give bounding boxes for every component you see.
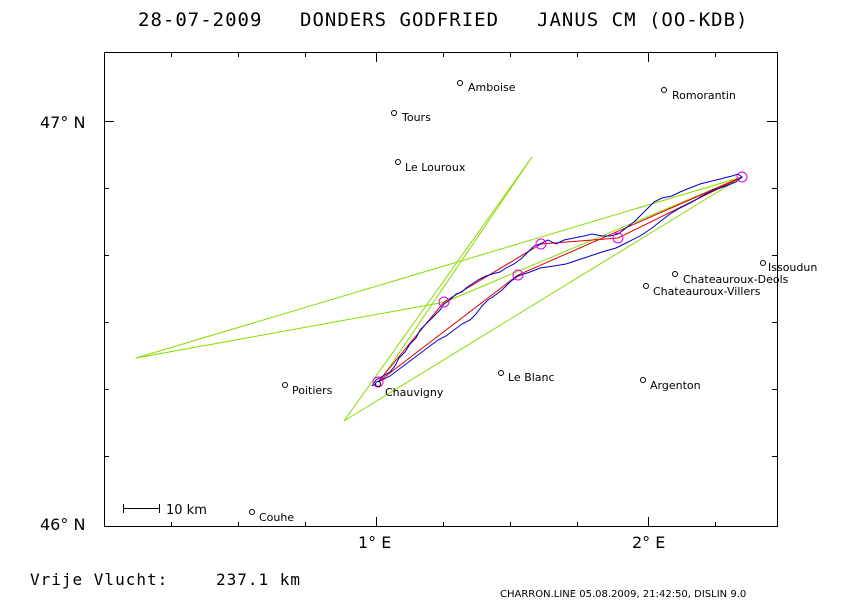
city-marker-romorantin bbox=[661, 87, 667, 93]
turnpoint-1 bbox=[438, 296, 450, 308]
city-marker-le-louroux bbox=[395, 159, 401, 165]
scale-bar-label: 10 km bbox=[166, 503, 207, 518]
city-label-amboise: Amboise bbox=[468, 81, 516, 94]
city-label-argenton: Argenton bbox=[650, 379, 701, 392]
flight-date: 28-07-2009 bbox=[138, 9, 262, 31]
distance-label: Vrije Vlucht: bbox=[30, 570, 168, 589]
map-frame bbox=[104, 52, 778, 527]
city-label-chateauroux-deols: Chateauroux-Deols bbox=[683, 273, 789, 286]
glider-name: JANUS CM (OO-KDB) bbox=[537, 9, 748, 31]
city-label-tours: Tours bbox=[401, 111, 431, 124]
city-label-romorantin: Romorantin bbox=[672, 89, 736, 102]
city-marker-amboise bbox=[457, 80, 463, 86]
lat-label-47: 47° N bbox=[40, 113, 85, 132]
city-marker-chateauroux-villers bbox=[643, 283, 649, 289]
flight-track bbox=[371, 173, 743, 387]
lat-label-46: 46° N bbox=[40, 515, 85, 534]
city-marker-poitiers bbox=[282, 382, 288, 388]
turnpoint-2 bbox=[535, 238, 547, 250]
city-marker-couhe bbox=[249, 509, 255, 515]
city-label-issoudun: Issoudun bbox=[768, 261, 817, 274]
task-route bbox=[377, 176, 743, 383]
distance-value: 237.1 km bbox=[216, 570, 301, 589]
city-marker-tours bbox=[391, 110, 397, 116]
turnpoints bbox=[372, 171, 748, 388]
city-label-couhe: Couhe bbox=[259, 511, 294, 524]
lon-label-1: 1° E bbox=[358, 533, 391, 552]
city-label-le-blanc: Le Blanc bbox=[508, 371, 555, 384]
turnpoint-5 bbox=[512, 269, 524, 281]
city-marker-issoudun bbox=[760, 260, 766, 266]
city-label-chateauroux-villers: Chateauroux-Villers bbox=[653, 285, 761, 298]
pilot-name: DONDERS GODFRIED bbox=[300, 9, 499, 31]
scale-bar bbox=[123, 504, 160, 513]
sector-lines bbox=[135, 156, 743, 422]
city-label-poitiers: Poitiers bbox=[292, 384, 333, 397]
city-markers bbox=[249, 80, 766, 515]
city-marker-le-blanc bbox=[498, 370, 504, 376]
lon-label-2: 2° E bbox=[632, 533, 665, 552]
turnpoint-4 bbox=[736, 171, 748, 183]
city-label-le-louroux: Le Louroux bbox=[405, 161, 466, 174]
city-marker-argenton bbox=[640, 377, 646, 383]
city-label-chauvigny: Chauvigny bbox=[385, 386, 444, 399]
city-marker-chauvigny bbox=[375, 381, 381, 387]
city-marker-chateauroux-deols bbox=[672, 271, 678, 277]
plot-source: CHARRON.LINE 05.08.2009, 21:42:50, DISLI… bbox=[500, 589, 746, 600]
axis-ticks bbox=[104, 53, 777, 526]
turnpoint-3 bbox=[612, 232, 624, 244]
